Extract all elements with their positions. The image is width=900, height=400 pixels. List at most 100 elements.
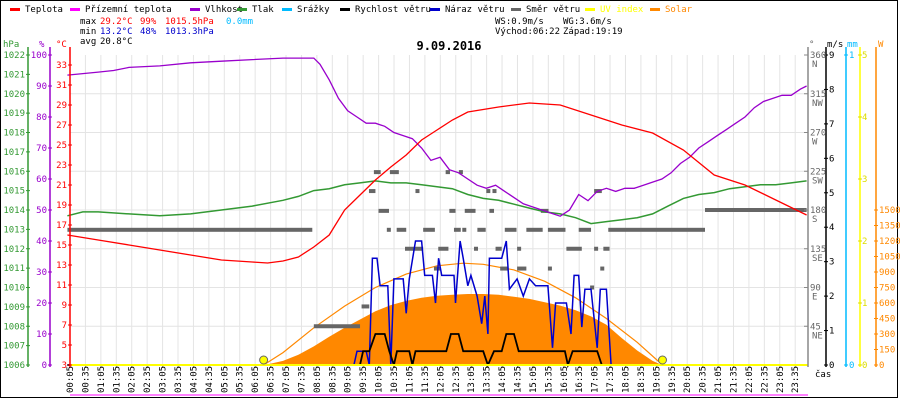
x-tick-label: 07:35	[297, 366, 307, 393]
wind-gust-max: WG:3.6m/s	[563, 17, 612, 27]
pressure-tick-label: 1007	[3, 342, 25, 352]
x-tick-label: 04:05	[189, 366, 199, 393]
legend-label: Srážky	[297, 5, 330, 15]
x-tick-label: 15:35	[544, 366, 554, 393]
humidity-unit: %	[39, 40, 45, 50]
wind-direction-mark	[378, 208, 389, 213]
wind-speed-avg: WS:0.9m/s	[495, 17, 544, 27]
x-tick-label: 08:05	[313, 366, 323, 393]
wind-direction-mark	[415, 189, 420, 194]
pressure-tick-label: 1009	[3, 303, 25, 313]
wind-direction-mark	[389, 170, 399, 175]
wind-tick-label: 6	[829, 154, 834, 164]
direction-tick-label: 270	[810, 129, 826, 139]
uv-tick-label: 1	[862, 299, 867, 309]
x-tick-label: 01:05	[97, 366, 107, 393]
wind-direction-mark	[477, 227, 486, 232]
wind-direction-mark	[517, 246, 522, 251]
humidity-tick-label: 20	[36, 299, 47, 309]
direction-compass-label: SE	[812, 254, 823, 264]
wind-direction-mark	[423, 227, 435, 232]
uv-tick-label: 5	[862, 51, 867, 61]
x-tick-label: 17:05	[591, 366, 601, 393]
temperature-tick-label: 33	[56, 61, 67, 71]
legend-swatch	[430, 8, 440, 11]
temperature-tick-label: 11	[56, 281, 67, 291]
x-tick-label: 09:35	[359, 366, 369, 393]
legend-swatch	[585, 8, 595, 11]
x-tick-label: 14:05	[498, 366, 508, 393]
wind-direction-mark	[486, 189, 491, 194]
x-tick-label: 04:35	[205, 366, 215, 393]
pressure-tick-label: 1014	[3, 206, 25, 216]
x-tick-label: 13:05	[467, 366, 477, 393]
legend-swatch	[10, 8, 20, 11]
wind-direction-mark	[445, 170, 450, 175]
wind-direction-mark	[704, 208, 807, 212]
pressure-tick-label: 1012	[3, 245, 25, 255]
wind-direction-mark	[547, 266, 552, 271]
wind-direction-mark	[438, 246, 449, 251]
x-tick-label: 13:35	[483, 366, 493, 393]
solar-tick-label: 1050	[879, 253, 900, 263]
wind-direction-mark	[489, 208, 495, 213]
legend-swatch	[511, 8, 521, 11]
x-tick-label: 22:05	[745, 366, 755, 393]
solar-tick-label: 450	[879, 315, 895, 325]
humidity-tick-label: 40	[36, 237, 47, 247]
sunrise-marker-icon	[259, 355, 269, 365]
x-tick-label: 19:35	[668, 366, 678, 393]
direction-tick-label: 180	[810, 206, 826, 216]
pressure-line	[67, 180, 807, 225]
wind-tick-label: 4	[829, 223, 834, 233]
wind-direction-mark	[578, 227, 592, 232]
wind-direction-mark	[547, 227, 566, 232]
max-label: max	[80, 17, 97, 27]
avg-label: avg	[80, 37, 96, 47]
uv-tick-label: 3	[862, 175, 867, 185]
x-tick-label: 21:35	[729, 366, 739, 393]
x-tick-label: 00:05	[66, 366, 76, 393]
x-tick-label: 07:05	[282, 366, 292, 393]
wind-direction-mark	[396, 227, 407, 232]
humidity-tick-label: 60	[36, 175, 47, 185]
pressure-tick-label: 1022	[3, 51, 25, 61]
legend-label: Rychlost větru	[355, 5, 431, 15]
x-tick-label: 23:35	[791, 366, 801, 393]
temperature-tick-label: 21	[56, 181, 67, 191]
direction-tick-label: 135	[810, 245, 826, 255]
temperature-line	[67, 102, 807, 264]
wind-tick-label: 1	[829, 327, 834, 337]
pressure-tick-label: 1008	[3, 322, 25, 332]
humidity-tick-label: 100	[31, 51, 47, 61]
temperature-tick-label: 19	[56, 201, 67, 211]
x-tick-label: 08:35	[328, 366, 338, 393]
direction-tick-label: 225	[810, 167, 826, 177]
x-tick-label: 14:35	[513, 366, 523, 393]
legend-label: Přízemní teplota	[85, 5, 172, 15]
x-tick-label: 18:35	[637, 366, 647, 393]
legend-label: Vlhkost	[205, 5, 243, 15]
x-tick-label: 10:05	[375, 366, 385, 393]
min-humidity: 48%	[140, 27, 157, 37]
wind-direction-mark	[526, 227, 543, 232]
wind-unit: m/s	[827, 40, 843, 50]
uv-tick-label: 2	[862, 237, 867, 247]
min-pressure: 1013.3hPa	[165, 27, 214, 37]
direction-tick-label: 45	[810, 322, 821, 332]
wind-tick-label: 7	[829, 120, 834, 130]
solar-unit: W	[878, 40, 884, 50]
wind-direction-mark	[464, 208, 476, 213]
rain-unit: mm	[847, 40, 858, 50]
wind-direction-mark	[600, 266, 605, 271]
x-tick-label: 01:35	[112, 366, 122, 393]
wind-direction-mark	[500, 266, 508, 271]
x-tick-label: 18:05	[621, 366, 631, 393]
uv-tick-label: 0	[862, 361, 867, 371]
direction-tick-label: 90	[810, 284, 821, 294]
wind-direction-mark	[458, 170, 463, 175]
wind-tick-label: 2	[829, 292, 834, 302]
wind-tick-label: 9	[829, 51, 834, 61]
temperature-tick-label: 29	[56, 101, 67, 111]
pressure-tick-label: 1006	[3, 361, 25, 371]
